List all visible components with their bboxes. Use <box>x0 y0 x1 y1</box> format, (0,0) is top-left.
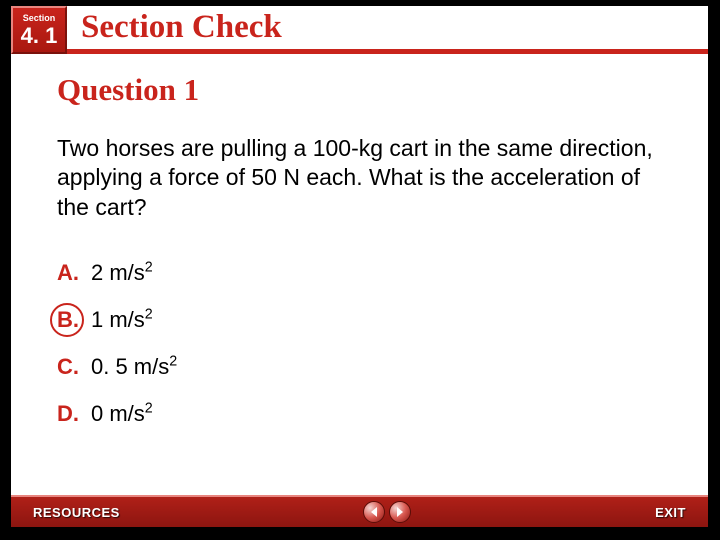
question-text: Two horses are pulling a 100-kg cart in … <box>57 134 678 222</box>
answer-letter: A. <box>57 260 91 286</box>
resources-button[interactable]: RESOURCES <box>33 505 120 520</box>
answer-text: 2 m/s2 <box>91 260 153 286</box>
answer-option[interactable]: A.2 m/s2 <box>57 260 678 286</box>
answer-text: 0 m/s2 <box>91 401 153 427</box>
nav-next-button[interactable] <box>389 501 411 523</box>
answer-option[interactable]: B.1 m/s2 <box>57 307 678 333</box>
footer-bar: RESOURCES EXIT <box>11 495 708 527</box>
slide-body: Question 1 Two horses are pulling a 100-… <box>11 54 708 527</box>
question-heading: Question 1 <box>57 72 678 108</box>
prev-icon <box>370 507 378 517</box>
answer-letter: B. <box>57 307 91 333</box>
answer-exponent: 2 <box>169 354 177 370</box>
exit-button[interactable]: EXIT <box>655 505 686 520</box>
nav-group <box>363 501 411 523</box>
header-bar: Section 4. 1 Section Check <box>11 6 708 54</box>
answer-option[interactable]: C.0. 5 m/s2 <box>57 354 678 380</box>
answer-text: 0. 5 m/s2 <box>91 354 177 380</box>
answer-exponent: 2 <box>145 307 153 323</box>
answer-text: 1 m/s2 <box>91 307 153 333</box>
title-bar: Section Check <box>67 6 708 54</box>
answer-list: A.2 m/s2B.1 m/s2C.0. 5 m/s2D.0 m/s2 <box>57 260 678 427</box>
nav-prev-button[interactable] <box>363 501 385 523</box>
slide-title: Section Check <box>81 9 282 46</box>
answer-letter: C. <box>57 354 91 380</box>
next-icon <box>396 507 404 517</box>
answer-exponent: 2 <box>145 401 153 417</box>
section-label: Section <box>23 14 56 23</box>
section-number: 4. 1 <box>21 25 58 47</box>
slide: Section 4. 1 Section Check Question 1 Tw… <box>11 6 708 527</box>
answer-exponent: 2 <box>145 260 153 276</box>
answer-letter: D. <box>57 401 91 427</box>
section-badge: Section 4. 1 <box>11 6 67 54</box>
answer-option[interactable]: D.0 m/s2 <box>57 401 678 427</box>
